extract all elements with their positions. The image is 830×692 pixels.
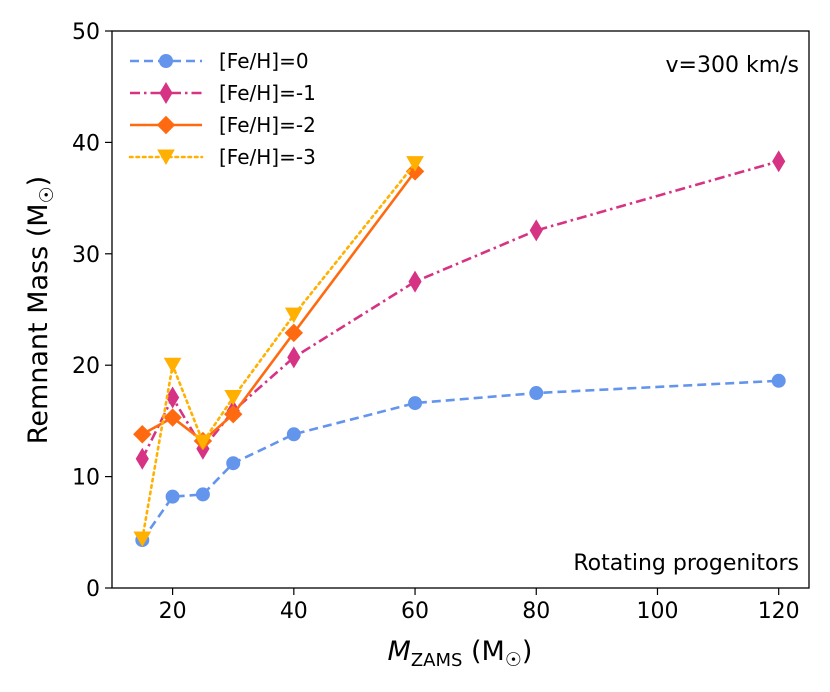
- data-point: [408, 270, 422, 293]
- x-axis-label: MZAMS (M☉): [388, 636, 533, 671]
- data-point: [194, 434, 212, 451]
- legend-label: [Fe/H]=-3: [219, 145, 316, 169]
- x-tick-label: 120: [758, 599, 800, 624]
- plot-frame: [111, 30, 810, 589]
- data-point: [133, 425, 152, 444]
- data-point: [529, 386, 544, 401]
- data-point: [286, 427, 301, 442]
- y-tick-label: 40: [72, 131, 100, 156]
- series-line: [141, 162, 417, 541]
- y-axis-label-close: ): [23, 176, 54, 187]
- data-point: [224, 405, 243, 424]
- x-tick-label: 80: [522, 599, 550, 624]
- legend-label: [Fe/H]=-2: [219, 113, 316, 137]
- x-axis-label-close: ): [522, 636, 533, 667]
- data-point: [135, 447, 149, 470]
- data-point: [529, 219, 543, 242]
- data-point: [163, 408, 182, 427]
- data-point: [771, 373, 786, 388]
- y-tick-label: 30: [72, 243, 100, 268]
- x-axis-label-sun: ☉: [505, 649, 522, 671]
- x-tick-label: 20: [159, 599, 187, 624]
- legend-entry: [Fe/H]=0: [130, 49, 309, 73]
- annotation-rotating: Rotating progenitors: [573, 551, 799, 576]
- x-tick-label: 100: [636, 599, 678, 624]
- y-tick-label: 50: [72, 20, 100, 45]
- legend-entry: [Fe/H]=-1: [130, 81, 316, 105]
- y-tick-label: 20: [72, 354, 100, 379]
- data-point: [408, 396, 423, 411]
- legend-marker: [159, 82, 173, 104]
- data-point: [287, 346, 301, 369]
- annotation-velocity: v=300 km/s: [666, 53, 799, 78]
- y-axis-label: Remnant Mass (M☉): [23, 176, 58, 444]
- data-point: [165, 489, 180, 504]
- legend-entry: [Fe/H]=-2: [130, 113, 316, 137]
- data-point: [406, 156, 424, 172]
- data-point: [772, 150, 786, 173]
- series-layer: [133, 150, 786, 548]
- x-axis-label-sub: ZAMS: [411, 650, 463, 671]
- legend-marker: [159, 54, 173, 68]
- data-point: [284, 307, 303, 324]
- legend-label: [Fe/H]=-1: [219, 81, 316, 105]
- legend-marker: [156, 115, 176, 135]
- y-tick-label: 10: [72, 466, 100, 491]
- x-axis-label-unit: (M: [462, 636, 504, 667]
- data-point: [133, 531, 152, 547]
- y-tick-label: 0: [86, 577, 100, 602]
- legend-label: [Fe/H]=0: [219, 49, 309, 73]
- data-point: [224, 390, 243, 406]
- data-point: [195, 487, 210, 502]
- data-point: [166, 386, 180, 409]
- data-point: [226, 456, 241, 471]
- x-tick-label: 40: [280, 599, 308, 624]
- x-axis-label-main: M: [388, 636, 411, 667]
- y-axis-label-main: Remnant Mass (M: [23, 203, 54, 444]
- legend-marker: [157, 149, 175, 166]
- data-point: [284, 323, 304, 343]
- x-tick-label: 60: [401, 599, 429, 624]
- series-3: [133, 156, 424, 547]
- y-axis-label-sun: ☉: [36, 186, 58, 203]
- legend: [Fe/H]=0 [Fe/H]=-1 [Fe/H]=-2 [Fe/H]=-3: [128, 49, 316, 169]
- data-point: [163, 357, 182, 374]
- tick-layer: 20 40 60 80 100 120 0 10 20 30 40 50: [72, 20, 800, 624]
- series-0: [135, 373, 786, 548]
- legend-entry: [Fe/H]=-3: [128, 145, 316, 169]
